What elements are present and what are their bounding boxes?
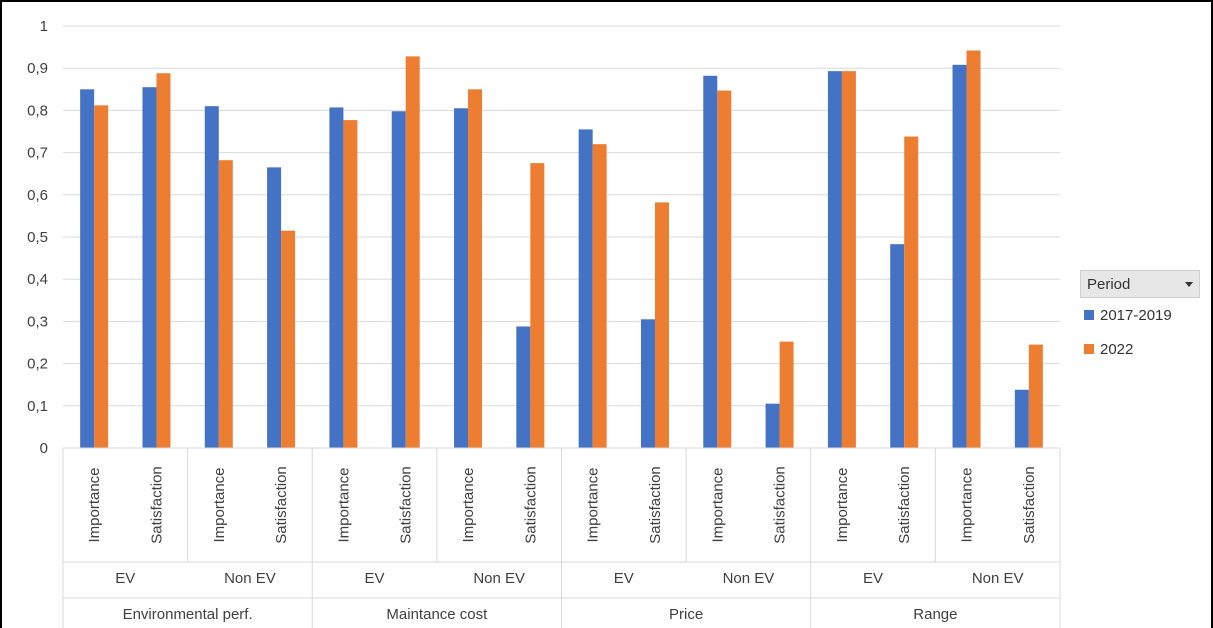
- y-tick-label: 0,9: [27, 60, 48, 77]
- legend-swatch: [1084, 344, 1094, 354]
- bar-2017-2019-11: [703, 75, 718, 449]
- legend-item-2022[interactable]: 2022: [1080, 332, 1200, 366]
- bar-2017-2019-14: [890, 244, 905, 448]
- chevron-down-icon[interactable]: [1185, 281, 1193, 287]
- x-subgroup-label: Non EV: [473, 570, 525, 587]
- x-category-label: Importance: [86, 467, 103, 542]
- bar-2017-2019-8: [516, 326, 531, 448]
- y-tick-label: 0,7: [27, 145, 48, 162]
- bar-2022-7: [468, 89, 483, 449]
- bar-2017-2019-13: [827, 71, 842, 449]
- y-tick-label: 0,6: [27, 187, 48, 204]
- x-category-label: Satisfaction: [148, 466, 165, 544]
- legend-item-2017-2019[interactable]: 2017-2019: [1080, 298, 1200, 332]
- x-category-label: Importance: [460, 467, 477, 542]
- legend-title: Period: [1087, 275, 1131, 293]
- y-tick-label: 0,2: [27, 356, 48, 373]
- y-tick-label: 0,5: [27, 229, 48, 246]
- bar-2017-2019-7: [454, 108, 469, 448]
- bar-2022-5: [343, 120, 358, 448]
- bar-2022-6: [405, 56, 420, 448]
- bar-2017-2019-5: [329, 107, 344, 449]
- x-subgroup-label: EV: [365, 570, 385, 587]
- x-category-label: Importance: [585, 467, 602, 542]
- bar-2017-2019-4: [267, 167, 282, 448]
- bar-2017-2019-15: [952, 64, 967, 448]
- x-category-label: Importance: [959, 467, 976, 542]
- x-category-label: Satisfaction: [273, 466, 290, 544]
- legend-label: 2022: [1100, 340, 1134, 358]
- y-tick-label: 0,4: [27, 271, 48, 288]
- x-category-label: Satisfaction: [1021, 466, 1038, 544]
- bar-2022-4: [281, 230, 296, 448]
- x-category-label: Importance: [211, 467, 228, 542]
- x-group-label: Range: [913, 606, 957, 623]
- x-category-label: Satisfaction: [772, 466, 789, 544]
- bar-2017-2019-6: [391, 111, 406, 448]
- y-axis-ticks: 0 0,1 0,2 0,3 0,4 0,5 0,6 0,7 0,8 0,9 1: [27, 18, 48, 457]
- y-tick-label: 0,8: [27, 102, 48, 119]
- bar-2017-2019-3: [204, 106, 219, 449]
- bar-2017-2019-10: [640, 319, 655, 448]
- x-subgroup-label: Non EV: [723, 570, 775, 587]
- x-subgroup-label: EV: [863, 570, 883, 587]
- x-subgroup-label: EV: [614, 570, 634, 587]
- x-subgroup-label: EV: [115, 570, 135, 587]
- x-category-label: Satisfaction: [647, 466, 664, 544]
- bar-2022-12: [779, 341, 794, 448]
- y-tick-label: 1: [40, 18, 48, 35]
- x-category-label: Importance: [709, 467, 726, 542]
- bar-2022-8: [530, 163, 545, 448]
- bar-2022-1: [94, 105, 109, 448]
- x-group-label: Maintance cost: [386, 606, 488, 623]
- x-category-label: Satisfaction: [896, 466, 913, 544]
- legend-label: 2017-2019: [1100, 306, 1172, 324]
- y-tick-label: 0: [40, 440, 48, 457]
- x-category-label: Importance: [834, 467, 851, 542]
- bar-2017-2019-9: [578, 129, 593, 448]
- x-subgroup-label: Non EV: [224, 570, 276, 587]
- bar-2022-16: [1028, 344, 1043, 448]
- bar-2017-2019-2: [142, 87, 157, 448]
- bar-2022-13: [841, 71, 856, 449]
- bar-2022-11: [717, 90, 732, 448]
- legend-swatch: [1084, 310, 1094, 320]
- x-group-label: Price: [669, 606, 703, 623]
- bar-2022-3: [218, 160, 233, 449]
- bar-2022-14: [904, 136, 919, 448]
- bar-2022-15: [966, 50, 981, 448]
- bar-2017-2019-1: [80, 89, 95, 449]
- x-category-label: Satisfaction: [522, 466, 539, 544]
- legend: Period 2017-2019 2022: [1080, 270, 1200, 366]
- x-group-label: Environmental perf.: [123, 606, 253, 623]
- bar-2017-2019-16: [1014, 389, 1029, 448]
- y-tick-label: 0,3: [27, 313, 48, 330]
- legend-header[interactable]: Period: [1080, 270, 1200, 298]
- x-category-label: Satisfaction: [398, 466, 415, 544]
- bar-2017-2019-12: [765, 403, 780, 448]
- bar-2022-9: [592, 144, 607, 448]
- bar-2022-10: [654, 202, 669, 448]
- x-axis: Importance Satisfaction Importance Satisfac…: [62, 447, 1061, 628]
- x-subgroup-label: Non EV: [972, 570, 1024, 587]
- bar-2022-2: [156, 73, 171, 448]
- bars: [80, 50, 1043, 449]
- x-category-label: Importance: [335, 467, 352, 542]
- y-tick-label: 0,1: [27, 398, 48, 415]
